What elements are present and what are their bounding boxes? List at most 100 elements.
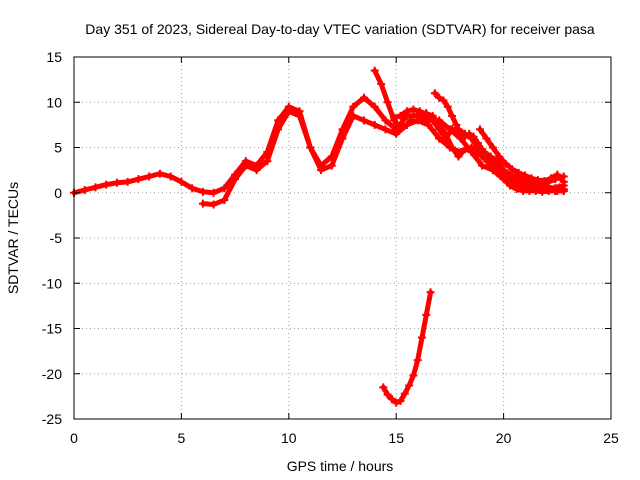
data-point <box>439 96 448 105</box>
data-point <box>469 132 478 141</box>
data-point <box>317 166 326 175</box>
data-point <box>402 107 411 116</box>
data-point <box>188 184 197 193</box>
data-point <box>377 80 386 89</box>
data-layer <box>70 66 568 407</box>
data-point <box>241 161 250 170</box>
data-point <box>370 66 379 75</box>
data-point <box>417 333 426 342</box>
data-point <box>134 175 143 184</box>
series-track-5 <box>430 89 568 194</box>
data-point <box>263 157 272 166</box>
x-tick-label: 20 <box>496 430 512 446</box>
data-point <box>91 183 100 192</box>
y-tick-label: 5 <box>54 140 62 156</box>
data-point <box>209 200 218 209</box>
data-point <box>359 93 368 102</box>
data-point <box>220 184 229 193</box>
data-point <box>546 174 555 183</box>
data-point <box>252 166 261 175</box>
data-point <box>422 310 431 319</box>
data-point <box>448 143 457 152</box>
y-tick-label: -20 <box>42 366 62 382</box>
series-line <box>372 68 567 185</box>
data-point <box>478 161 487 170</box>
y-tick-label: 15 <box>46 49 62 65</box>
y-tick-label: -5 <box>50 230 63 246</box>
data-point <box>448 111 457 120</box>
data-point <box>123 177 132 186</box>
data-point <box>80 186 89 195</box>
data-point <box>508 176 517 185</box>
x-tick-label: 5 <box>178 430 186 446</box>
data-point <box>456 129 465 138</box>
data-point <box>392 398 401 407</box>
data-point <box>424 120 433 129</box>
data-point <box>274 125 283 134</box>
data-point <box>359 116 368 125</box>
x-tick-label: 25 <box>603 430 619 446</box>
series-track-7 <box>379 288 435 407</box>
data-point <box>209 188 218 197</box>
data-point <box>426 288 435 297</box>
data-point <box>465 129 474 138</box>
chart-title: Day 351 of 2023, Sidereal Day-to-day VTE… <box>85 21 595 37</box>
data-point <box>284 107 293 116</box>
data-point <box>521 171 530 180</box>
axes: 0 5 10 15 20 25 15 10 5 0 -5 -10 -15 -20 -25 <box>42 49 619 446</box>
data-point <box>435 125 444 134</box>
data-point <box>349 102 358 111</box>
data-point <box>503 174 512 183</box>
data-point <box>460 132 469 141</box>
data-point <box>495 152 504 161</box>
data-point <box>428 116 437 125</box>
data-point <box>413 356 422 365</box>
y-tick-label: -25 <box>42 411 62 427</box>
data-point <box>383 98 392 107</box>
data-point <box>508 165 517 174</box>
data-point <box>409 371 418 380</box>
data-point <box>559 177 568 186</box>
data-point <box>396 123 405 132</box>
data-point <box>454 152 463 161</box>
data-point <box>349 111 358 120</box>
data-point <box>443 102 452 111</box>
data-point <box>506 181 515 190</box>
data-point <box>390 116 399 125</box>
x-tick-label: 0 <box>70 430 78 446</box>
data-point <box>499 170 508 179</box>
x-axis-label: GPS time / hours <box>287 458 394 474</box>
data-point <box>327 161 336 170</box>
data-point <box>488 143 497 152</box>
data-point <box>514 168 523 177</box>
data-point <box>198 187 207 196</box>
data-point <box>370 120 379 129</box>
series-line <box>200 108 567 207</box>
data-point <box>478 145 487 154</box>
data-point <box>231 175 240 184</box>
data-point <box>460 145 469 154</box>
y-tick-label: -10 <box>42 275 62 291</box>
data-point <box>379 383 388 392</box>
data-point <box>473 138 482 147</box>
data-point <box>102 180 111 189</box>
data-point <box>177 177 186 186</box>
grid <box>74 57 611 419</box>
y-tick-label: 0 <box>54 185 62 201</box>
data-point <box>482 134 491 143</box>
data-point <box>381 125 390 134</box>
data-point <box>220 195 229 204</box>
data-point <box>338 134 347 143</box>
series-track-2 <box>198 107 568 209</box>
data-point <box>145 172 154 181</box>
data-point <box>295 111 304 120</box>
y-tick-label: 10 <box>46 94 62 110</box>
data-point <box>396 396 405 405</box>
data-point <box>112 178 121 187</box>
x-tick-label: 10 <box>281 430 297 446</box>
data-point <box>495 166 504 175</box>
data-point <box>415 111 424 120</box>
data-point <box>482 152 491 161</box>
data-point <box>452 120 461 129</box>
data-point <box>475 125 484 134</box>
